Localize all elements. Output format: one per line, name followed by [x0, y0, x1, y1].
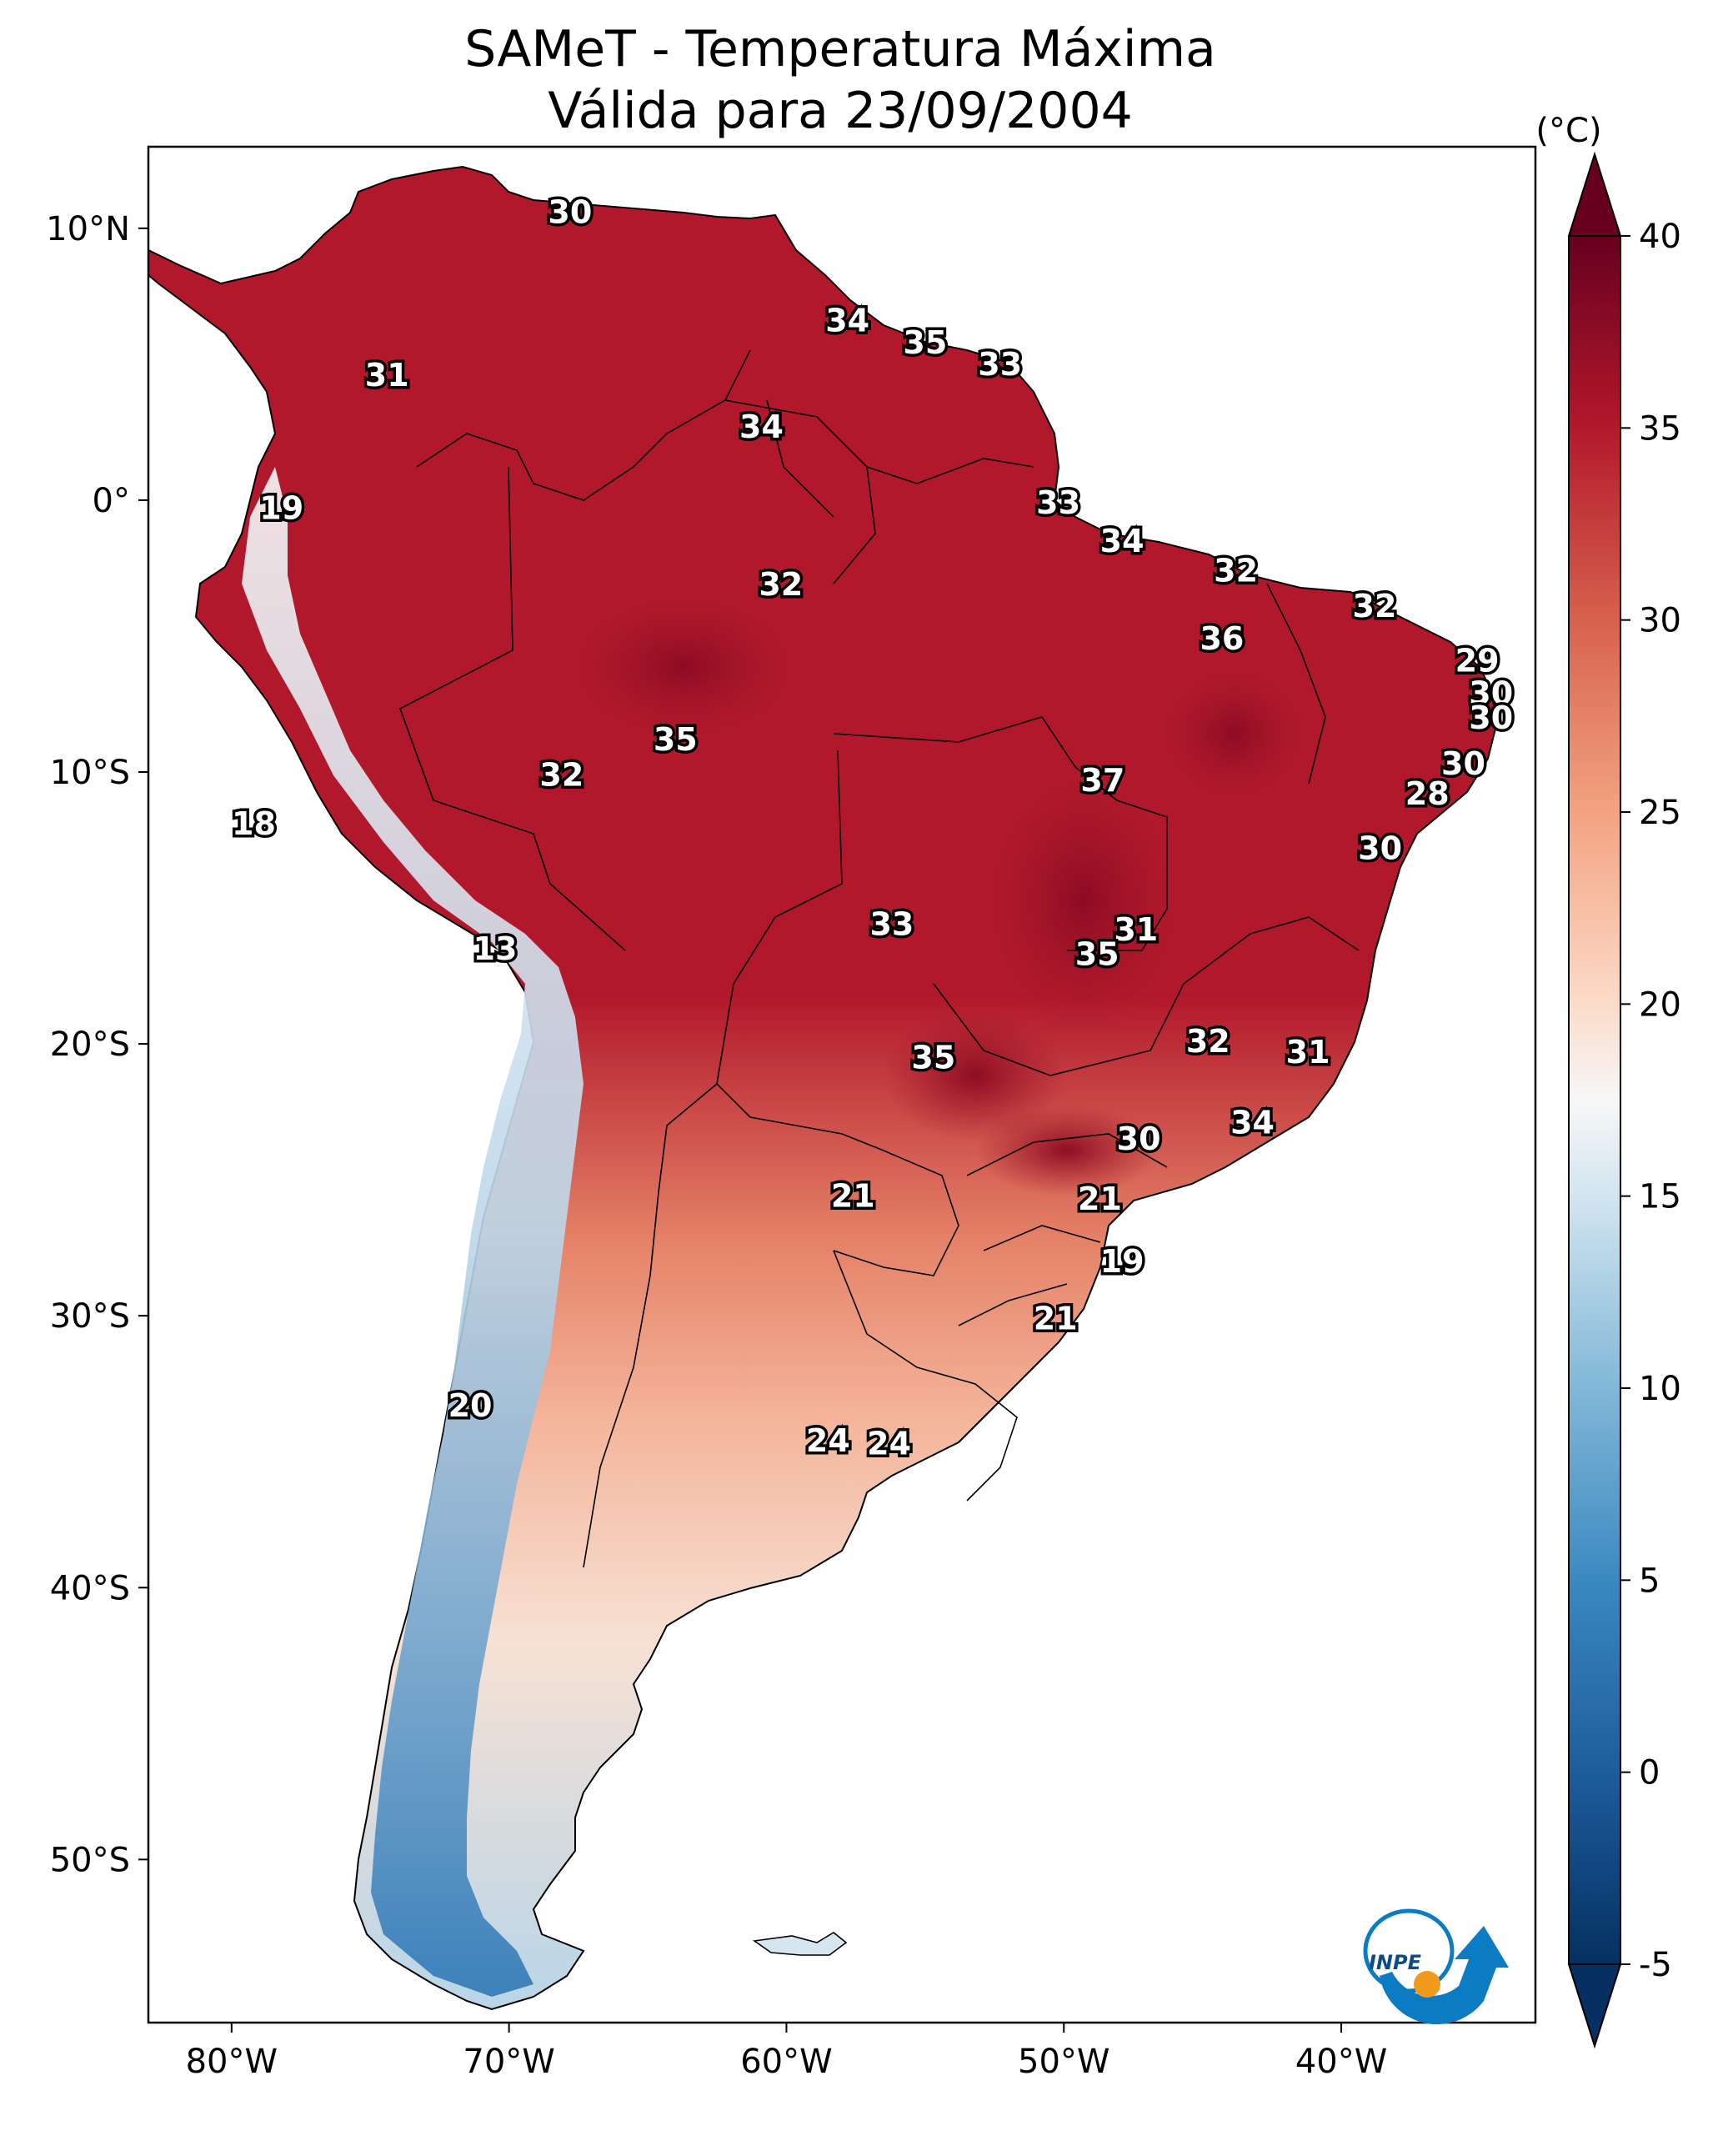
contour-label: 37: [1080, 762, 1124, 799]
logo-orbit-icon: [1363, 1908, 1455, 1993]
colorbar: (°C) -5 0 5 10 15 20 25 30 35 40: [1535, 112, 1681, 2049]
contour-label: 36: [1200, 620, 1244, 657]
contour-label: 30: [1117, 1121, 1161, 1157]
contour-label: 32: [1186, 1023, 1230, 1060]
contour-label: 33: [1036, 484, 1080, 521]
andes-cool-band: [242, 467, 584, 1997]
contour-label: 34: [739, 409, 784, 445]
colorbar-extend-max: [1567, 151, 1622, 237]
contour-label: 32: [539, 756, 584, 793]
hotspot-central-brazil: [984, 767, 1184, 1034]
contour-label: 20: [448, 1387, 493, 1424]
inpe-logo: INPE: [1363, 1908, 1509, 2025]
lon-tick-label: 60°W: [740, 2043, 832, 2081]
country-borders: [399, 349, 1360, 1568]
contour-label: 34: [825, 303, 869, 339]
contour-label: 35: [911, 1039, 955, 1075]
contour-label: 34: [1230, 1105, 1275, 1141]
lat-tick-label: 50°S: [50, 1841, 130, 1879]
temperature-field: [148, 165, 1498, 2011]
contour-label: 33: [869, 906, 914, 943]
contour-label: 19: [259, 490, 303, 527]
contour-label: 35: [1075, 935, 1119, 972]
colorbar-tick-label: 30: [1639, 602, 1681, 640]
lat-tick-label: 0°: [93, 482, 130, 520]
latitude-ticks: 10°N 0° 10°S 20°S 30°S 40°S 50°S: [46, 210, 148, 1879]
contour-label: 32: [1353, 588, 1397, 624]
colorbar-tick-label: -5: [1639, 1946, 1672, 1984]
lon-tick-label: 40°W: [1295, 2043, 1387, 2081]
lon-tick-label: 80°W: [186, 2043, 278, 2081]
longitude-ticks: 80°W 70°W 60°W 50°W 40°W: [186, 2023, 1387, 2081]
contour-label: 31: [365, 357, 409, 394]
logo-sun-icon: [1414, 1971, 1440, 1998]
lat-tick-label: 20°S: [50, 1025, 130, 1064]
contour-label: 35: [654, 721, 698, 758]
contour-label: 29: [1455, 642, 1500, 679]
lon-tick-label: 50°W: [1018, 2043, 1109, 2081]
hotspot-amazon: [567, 592, 800, 742]
colorbar-tick-label: 20: [1639, 985, 1681, 1024]
contour-label: 21: [1034, 1300, 1078, 1336]
lat-tick-label: 10°S: [50, 754, 130, 792]
colorbar-tick-label: 10: [1639, 1370, 1681, 1408]
title-line-2: Válida para 23/09/2004: [548, 82, 1133, 140]
lat-tick-label: 40°S: [50, 1569, 130, 1607]
contour-label: 24: [806, 1422, 850, 1459]
title-line-1: SAMeT - Temperatura Máxima: [464, 20, 1216, 78]
logo-arrow-icon: [1380, 1926, 1509, 2025]
map-title: SAMeT - Temperatura Máxima Válida para 2…: [148, 18, 1532, 142]
contour-label: 21: [831, 1178, 875, 1215]
contour-label: 21: [1078, 1181, 1122, 1217]
colorbar-tick-label: 35: [1639, 409, 1681, 448]
lat-tick-label: 30°S: [50, 1297, 130, 1336]
map-frame: [147, 145, 1537, 2024]
contour-label: 32: [759, 566, 803, 603]
colorbar-tick-label: 15: [1639, 1178, 1681, 1216]
logo-text: INPE: [1369, 1951, 1422, 1974]
contour-label: 13: [473, 930, 518, 967]
contour-label: 30: [1441, 745, 1485, 782]
contour-label: 30: [1469, 699, 1513, 736]
colorbar-tick-label: 25: [1639, 794, 1681, 832]
contour-label: 35: [903, 324, 947, 361]
colorbar-extend-min: [1567, 1963, 1622, 2049]
colorbar-tick-label: 5: [1639, 1562, 1660, 1600]
contour-label: 24: [867, 1425, 911, 1462]
hotspot-sao-paulo: [975, 1105, 1159, 1196]
contour-label: 30: [548, 193, 592, 230]
contour-label: 30: [1469, 674, 1513, 711]
colorbar-ticks: -5 0 5 10 15 20 25 30 35 40: [1620, 218, 1681, 1984]
contour-label: 18: [232, 805, 276, 842]
contour-label: 28: [1405, 775, 1450, 812]
lon-tick-label: 70°W: [463, 2043, 554, 2081]
contour-label: 30: [1358, 830, 1402, 866]
colorbar-tick-label: 40: [1639, 218, 1681, 256]
contour-label: 34: [1100, 523, 1144, 559]
falkland-islands: [752, 1932, 848, 1956]
colorbar-ramp: [1568, 235, 1621, 1965]
hotspot-northeast: [1159, 667, 1309, 800]
contour-label: 31: [1114, 911, 1158, 948]
lat-tick-label: 10°N: [46, 210, 130, 248]
contour-label: 19: [1100, 1243, 1144, 1280]
hotspot-mato-grosso-sul: [884, 1009, 1067, 1142]
colorbar-tick-label: 0: [1639, 1754, 1660, 1792]
colorbar-unit-label: (°C): [1535, 112, 1601, 150]
contour-label: 31: [1286, 1034, 1330, 1070]
contour-label: 32: [1214, 553, 1258, 589]
contour-label: 33: [978, 346, 1022, 383]
